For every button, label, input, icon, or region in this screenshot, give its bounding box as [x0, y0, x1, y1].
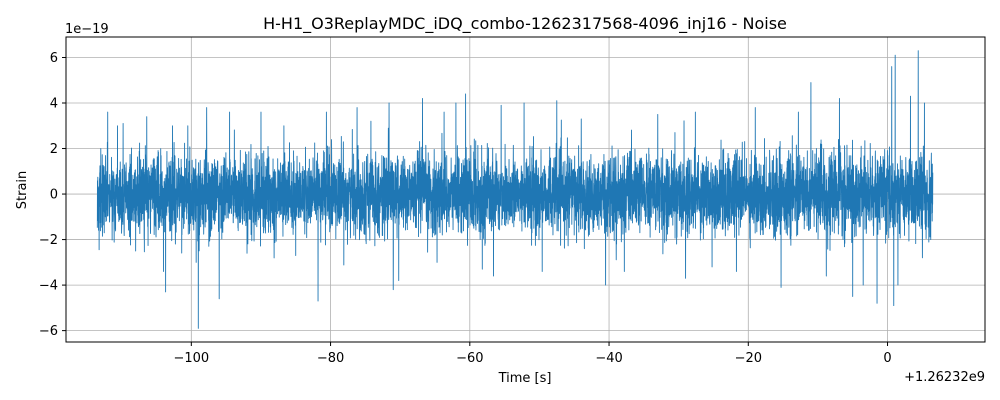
y-tick-label: −2	[39, 233, 58, 248]
chart-title: H-H1_O3ReplayMDC_iDQ_combo-1262317568-40…	[263, 14, 787, 34]
y-axis-ticks: −6 −4 −2 0 2 4 6	[39, 51, 66, 339]
x-axis-label: Time [s]	[498, 371, 552, 386]
x-axis-ticks: −100 −80 −60 −40 −20 0	[173, 342, 892, 366]
y-tick-label: 0	[50, 188, 58, 203]
y-tick-label: 2	[50, 142, 58, 157]
y-tick-label: −4	[39, 279, 58, 294]
x-tick-label: −40	[595, 351, 622, 366]
x-offset-label: +1.26232e9	[904, 370, 985, 385]
x-tick-label: −20	[735, 351, 762, 366]
x-tick-label: 0	[883, 351, 891, 366]
y-scale-label: 1e−19	[65, 22, 109, 37]
x-tick-label: −60	[456, 351, 483, 366]
y-tick-label: 4	[50, 97, 58, 112]
y-axis-label: Strain	[15, 171, 30, 210]
plot-frame	[65, 36, 986, 343]
y-tick-label: 6	[50, 51, 58, 66]
strain-series-line	[96, 50, 934, 329]
x-tick-label: −80	[317, 351, 344, 366]
x-tick-label: −100	[173, 351, 209, 366]
y-tick-label: −6	[39, 324, 58, 339]
